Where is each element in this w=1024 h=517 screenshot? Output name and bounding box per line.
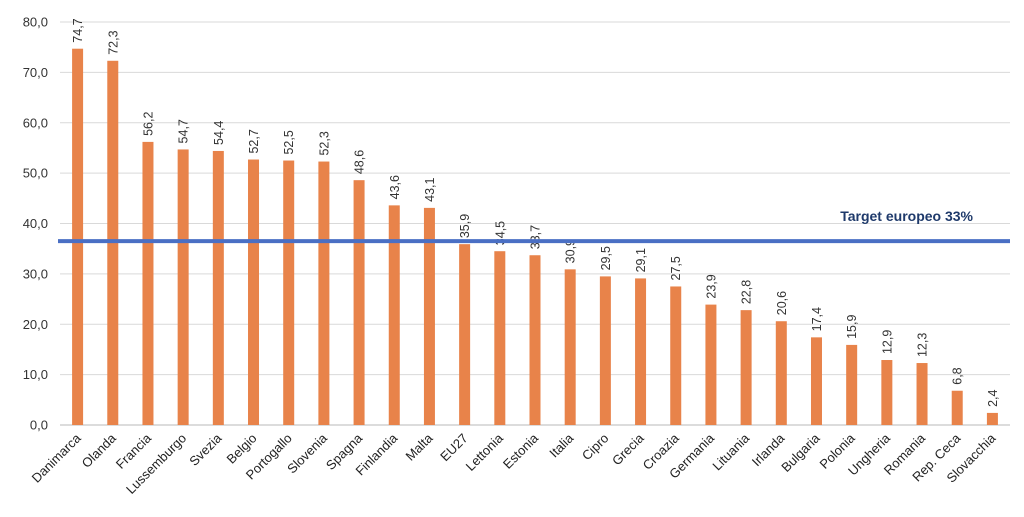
bar (318, 161, 330, 425)
bar (916, 363, 928, 425)
bar (283, 160, 295, 425)
bar (986, 412, 998, 425)
bar (142, 141, 154, 425)
y-tick-label: 50,0 (23, 166, 48, 181)
x-tick-label: Danimarca (29, 430, 85, 486)
x-tick-label: Bulgaria (778, 430, 823, 475)
x-tick-label: Slovenia (284, 430, 330, 476)
bar-value-label: 74,7 (71, 18, 85, 42)
bar (72, 48, 84, 425)
y-axis-ticks: 0,0 10,0 20,0 30,0 40,0 50,0 60,0 70,0 80,0 (23, 15, 48, 433)
bar-value-label: 12,3 (916, 333, 930, 357)
bar (775, 321, 787, 425)
bar-value-label: 29,5 (599, 246, 613, 270)
bar (810, 337, 822, 425)
bar-value-label: 30,9 (564, 239, 578, 263)
bar-value-label: 52,7 (247, 129, 261, 153)
bar (388, 205, 400, 425)
x-tick-label: Italia (546, 430, 577, 461)
bar (529, 255, 541, 425)
bar-value-label: 23,9 (704, 274, 718, 298)
data-labels: 74,7 72,3 56,2 54,7 54,4 52,7 52,5 52,3 48,6 43,6… (71, 18, 1000, 407)
bar-value-label: 43,6 (388, 175, 402, 199)
bar-value-label: 35,9 (458, 214, 472, 238)
bar (248, 159, 260, 425)
bar-value-label: 52,3 (317, 131, 331, 155)
x-tick-label: Estonia (500, 430, 542, 472)
bar-value-label: 17,4 (810, 307, 824, 331)
bar (423, 207, 435, 425)
bar (494, 251, 506, 425)
bar (459, 244, 471, 425)
bar (353, 180, 365, 425)
bar-value-label: 34,5 (493, 221, 507, 245)
x-tick-label: Lituania (709, 430, 752, 473)
bar (881, 360, 893, 425)
bar-value-label: 54,4 (212, 121, 226, 145)
bar-value-label: 12,9 (880, 330, 894, 354)
target-line-group: Target europeo 33% (58, 208, 1010, 244)
bar-value-label: 29,1 (634, 248, 648, 272)
bar-value-label: 43,1 (423, 178, 437, 202)
bar (705, 304, 717, 425)
y-tick-label: 40,0 (23, 216, 48, 231)
bar (177, 149, 189, 426)
bars (72, 48, 998, 426)
bar (599, 276, 611, 425)
bar-value-label: 15,9 (845, 315, 859, 339)
bar-value-label: 56,2 (141, 112, 155, 136)
bar-value-label: 52,5 (282, 130, 296, 154)
bar (564, 269, 576, 425)
bar (951, 390, 963, 425)
y-tick-label: 10,0 (23, 367, 48, 382)
bar (212, 150, 224, 425)
y-tick-label: 0,0 (30, 418, 48, 433)
y-tick-label: 80,0 (23, 15, 48, 30)
y-tick-label: 70,0 (23, 65, 48, 80)
y-tick-label: 20,0 (23, 317, 48, 332)
bar-value-label: 27,5 (669, 256, 683, 280)
x-tick-label: Olanda (79, 430, 120, 471)
x-tick-label: Svezia (186, 430, 225, 469)
bar (740, 310, 752, 425)
x-tick-label: Cipro (579, 431, 612, 464)
bar-value-label: 22,8 (740, 280, 754, 304)
bar-value-label: 20,6 (775, 291, 789, 315)
bar-value-label: 54,7 (177, 119, 191, 143)
bar (670, 286, 682, 425)
bar-value-label: 48,6 (353, 150, 367, 174)
bar-value-label: 33,7 (529, 225, 543, 249)
y-tick-label: 60,0 (23, 115, 48, 130)
y-tick-label: 30,0 (23, 266, 48, 281)
bar-value-label: 2,4 (986, 389, 1000, 406)
x-tick-label: Lettonia (463, 430, 507, 474)
x-tick-label: Malta (402, 430, 436, 464)
bar-value-label: 72,3 (106, 30, 120, 54)
target-line-label: Target europeo 33% (840, 208, 973, 224)
bar-value-label: 6,8 (951, 367, 965, 384)
bar (635, 278, 647, 425)
bar (846, 344, 858, 425)
